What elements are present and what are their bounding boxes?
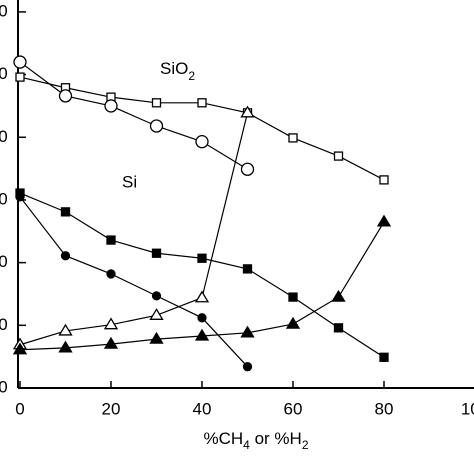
marker (376, 214, 392, 227)
marker (151, 98, 162, 108)
marker (149, 331, 164, 344)
marker (197, 313, 207, 323)
series-line (19, 196, 248, 368)
x-tick-label: 80 (375, 399, 394, 418)
marker (151, 248, 162, 258)
x-tick-label: 100 (461, 399, 474, 418)
marker (379, 175, 389, 185)
marker (242, 264, 253, 274)
marker (149, 308, 164, 320)
marker (288, 133, 298, 143)
marker (149, 119, 164, 133)
marker (15, 192, 25, 202)
series-line (19, 76, 385, 181)
x-label-sub: 4 (243, 438, 250, 452)
y-tick-label: 0 (0, 252, 8, 271)
x-label-part: %CH (203, 429, 243, 448)
marker (60, 207, 71, 217)
y-tick-label: 0 (0, 1, 8, 20)
marker (288, 292, 298, 302)
marker (240, 162, 255, 176)
y-tick-label: 0 (0, 189, 8, 208)
marker (331, 289, 346, 302)
x-label-sub: 2 (302, 438, 309, 452)
annotation: SiO2 (160, 59, 195, 83)
marker (240, 325, 255, 338)
marker (333, 323, 344, 333)
x-label-part: or %H (250, 429, 302, 448)
marker (194, 328, 210, 341)
y-tick-label: 0 (0, 127, 8, 146)
marker (195, 135, 209, 149)
y-tick-label: 0 (0, 315, 8, 334)
annotation-sub: 2 (188, 69, 195, 83)
marker (197, 253, 207, 263)
marker (194, 290, 210, 303)
marker (15, 72, 25, 82)
marker (333, 151, 344, 161)
series-line (19, 61, 248, 170)
marker (106, 269, 116, 279)
marker (151, 291, 162, 301)
x-axis-label: %CH4 or %H2 (203, 429, 308, 452)
y-tick-label: 0 (0, 377, 8, 396)
marker (58, 323, 73, 336)
marker (58, 89, 73, 103)
marker (12, 342, 28, 355)
x-tick-label: 60 (284, 399, 303, 418)
marker (103, 336, 119, 349)
marker (58, 340, 73, 353)
annotation: Si (122, 172, 137, 191)
marker (60, 251, 71, 261)
marker (104, 99, 118, 113)
x-tick-label: 40 (193, 399, 212, 418)
marker (242, 362, 253, 372)
marker (13, 55, 27, 69)
marker (240, 105, 255, 118)
marker (285, 316, 301, 329)
marker (379, 352, 389, 362)
x-tick-label: 0 (15, 399, 24, 418)
annotation-text: SiO (160, 59, 188, 78)
marker (197, 98, 207, 108)
x-tick-label: 20 (102, 399, 121, 418)
series-line (19, 112, 249, 346)
marker (103, 317, 119, 330)
y-tick-label: 0 (0, 64, 8, 83)
marker (106, 235, 116, 245)
